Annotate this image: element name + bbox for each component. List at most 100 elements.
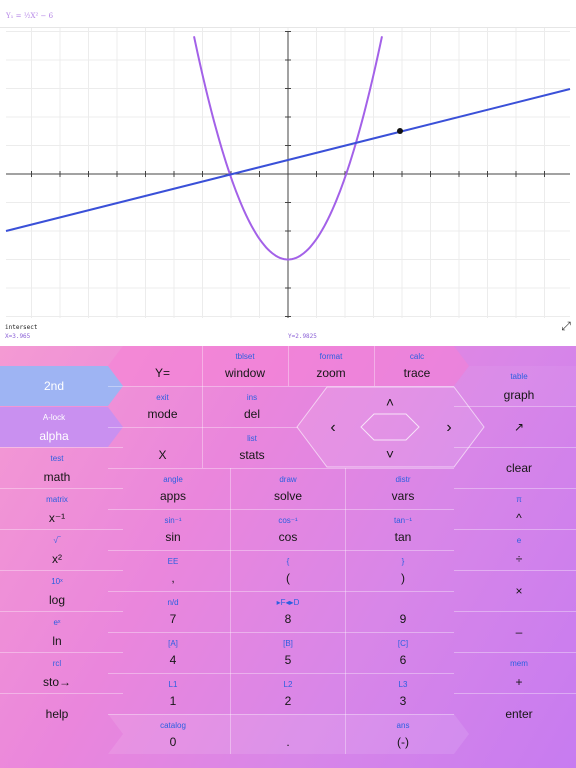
mode-key[interactable]: exit mode: [123, 387, 202, 427]
key-label: window: [224, 366, 266, 380]
keypad-shapes: [0, 346, 576, 754]
key-second-label: table: [510, 372, 528, 381]
right-paren-key[interactable]: } ): [346, 551, 460, 591]
graph-axes: [6, 31, 570, 318]
key-second-label: √‾: [53, 536, 61, 545]
key-second-label: rcl: [52, 659, 62, 668]
tan-key[interactable]: tan⁻¹ tan: [346, 510, 460, 550]
vars-key[interactable]: distr vars: [346, 469, 460, 509]
nine-key[interactable]: 9: [346, 592, 460, 632]
math-key[interactable]: test math: [0, 448, 114, 488]
key-second-label: {: [286, 557, 290, 566]
divide-key[interactable]: e ÷: [462, 530, 576, 570]
key-label: 0: [169, 735, 177, 749]
minus-key[interactable]: –: [462, 612, 576, 652]
trace-key[interactable]: calc trace: [374, 346, 460, 386]
key-second-label: eˣ: [53, 618, 61, 627]
clear-key[interactable]: clear: [462, 448, 576, 488]
help-key[interactable]: help: [0, 694, 114, 734]
inverse-key[interactable]: matrix x⁻¹: [0, 489, 114, 529]
stats-key[interactable]: list stats: [202, 428, 302, 468]
zero-key[interactable]: catalog 0: [116, 715, 230, 755]
key-label: Y=: [154, 366, 170, 380]
solve-key[interactable]: draw solve: [231, 469, 345, 509]
key-second-label: matrix: [46, 495, 68, 504]
four-key[interactable]: [A] 4: [116, 633, 230, 673]
key-label: ^: [516, 511, 522, 525]
key-label: ÷: [515, 552, 523, 566]
x-variable-key[interactable]: X: [123, 428, 202, 468]
del-key[interactable]: ins del: [202, 387, 302, 427]
key-second-label: A-lock: [42, 413, 66, 422]
key-second-label: 10ˣ: [51, 577, 63, 586]
fullscreen-icon[interactable]: ⤢: [561, 319, 571, 333]
key-second-label: angle: [163, 475, 183, 484]
key-second-label: list: [247, 434, 257, 443]
power-key[interactable]: π ^: [462, 489, 576, 529]
dpad-left[interactable]: ‹: [318, 416, 348, 440]
key-second-label: [A]: [168, 639, 178, 648]
window-key[interactable]: tblset window: [202, 346, 288, 386]
second-key[interactable]: 2nd: [0, 366, 108, 406]
key-second-label: mem: [510, 659, 528, 668]
apps-key[interactable]: angle apps: [116, 469, 230, 509]
five-key[interactable]: [B] 5: [231, 633, 345, 673]
y-equals-key[interactable]: Y=: [123, 346, 202, 386]
plus-key[interactable]: mem +: [462, 653, 576, 693]
three-key[interactable]: L3 3: [346, 674, 460, 714]
enter-key[interactable]: enter: [462, 694, 576, 734]
key-second-label: sin⁻¹: [164, 516, 182, 525]
dpad-up[interactable]: ˄: [370, 390, 410, 414]
seven-key[interactable]: n/d 7: [116, 592, 230, 632]
negative-key[interactable]: ans (-): [346, 715, 460, 755]
key-label: mode: [147, 407, 178, 421]
multiply-key[interactable]: ×: [462, 571, 576, 611]
decimal-key[interactable]: .: [231, 715, 345, 755]
comma-key[interactable]: EE ,: [116, 551, 230, 591]
key-label: 1: [169, 694, 177, 708]
key-label: graph: [503, 388, 535, 402]
key-label: 2: [284, 694, 292, 708]
key-second-label: π: [516, 495, 522, 504]
graph-key[interactable]: table graph: [462, 366, 576, 406]
left-paren-key[interactable]: { (: [231, 551, 345, 591]
x-readout: X=3.965: [5, 333, 31, 340]
graph-plot[interactable]: [0, 0, 576, 346]
alpha-key[interactable]: A-lock alpha: [0, 407, 108, 447]
six-key[interactable]: [C] 6: [346, 633, 460, 673]
key-second-label: ans: [396, 721, 410, 730]
parabola-curve: [193, 36, 383, 261]
key-second-label: exit: [156, 393, 169, 402]
ln-key[interactable]: eˣ ln: [0, 612, 114, 652]
key-label: cos: [278, 530, 298, 544]
y-readout: Y=2.9825: [288, 333, 317, 340]
store-key[interactable]: rcl sto→: [0, 653, 114, 693]
key-second-label: EE: [167, 557, 179, 566]
square-key[interactable]: √‾ x²: [0, 530, 114, 570]
dpad-down[interactable]: ˅: [370, 442, 410, 466]
dpad-right[interactable]: ›: [434, 416, 464, 440]
equation-label: Y₁ = ½X² − 6: [6, 12, 54, 20]
open-external-key[interactable]: ↗: [462, 407, 576, 447]
key-label: X: [158, 448, 167, 462]
key-second-label: tan⁻¹: [393, 516, 412, 525]
chevron-down-icon: ˅: [385, 446, 395, 462]
zoom-key[interactable]: format zoom: [288, 346, 374, 386]
key-label: 5: [284, 653, 292, 667]
log-key[interactable]: 10ˣ log: [0, 571, 114, 611]
key-second-label: format: [319, 352, 343, 361]
key-second-label: draw: [279, 475, 297, 484]
cos-key[interactable]: cos⁻¹ cos: [231, 510, 345, 550]
equation-bar[interactable]: Y₁ = ½X² − 6: [0, 0, 576, 28]
key-label: sto→: [42, 675, 71, 689]
eight-key[interactable]: ▸F◂▸D 8: [231, 592, 345, 632]
two-key[interactable]: L2 2: [231, 674, 345, 714]
key-label: enter: [505, 707, 533, 721]
one-key[interactable]: L1 1: [116, 674, 230, 714]
key-label: help: [45, 707, 69, 721]
key-second-label: L1: [168, 680, 178, 689]
graph-panel[interactable]: Y₁ = ½X² − 6 intersect X=3.965 Y=2.9825 …: [0, 0, 576, 346]
key-label: 9: [399, 612, 407, 626]
key-second-label: ▸F◂▸D: [276, 598, 300, 607]
sin-key[interactable]: sin⁻¹ sin: [116, 510, 230, 550]
